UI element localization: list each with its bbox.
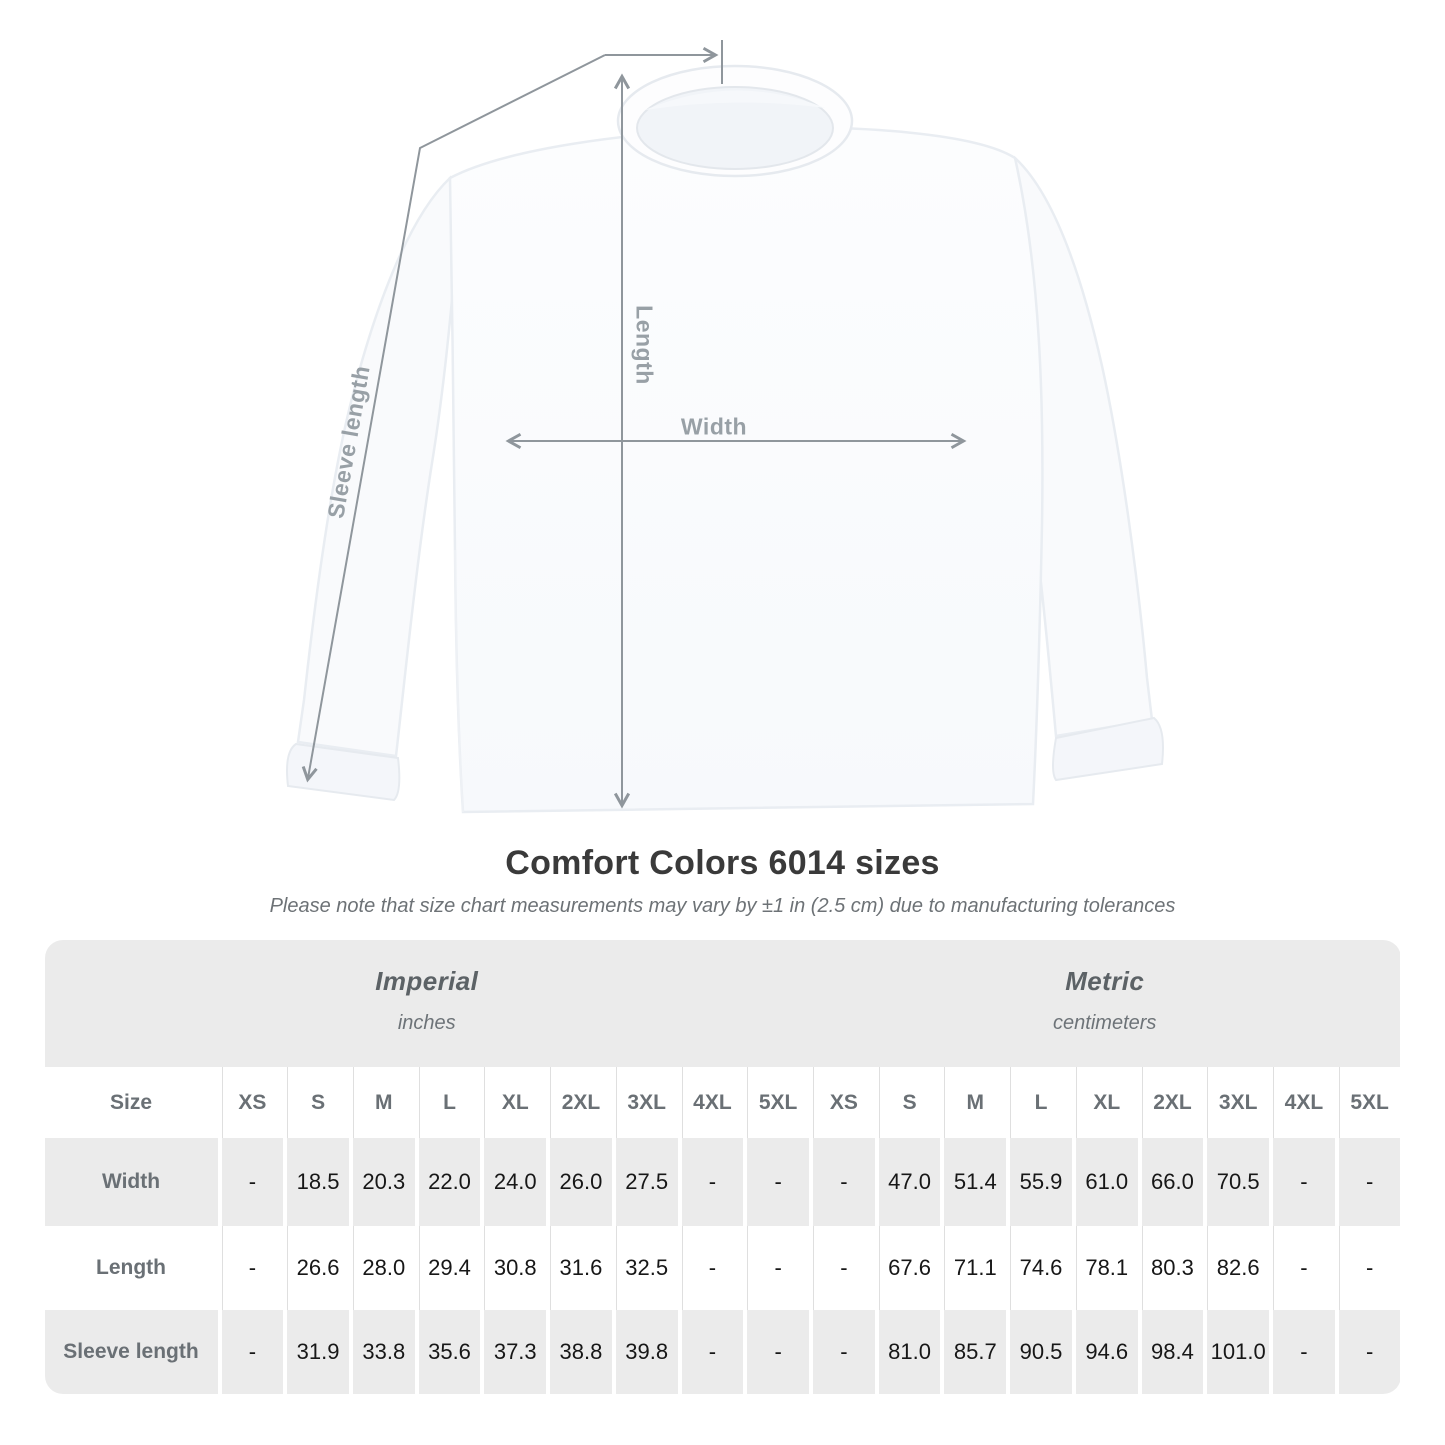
value-cell: 70.5 bbox=[1203, 1138, 1270, 1226]
value-cell: - bbox=[217, 1310, 284, 1394]
length-measure-label: Length bbox=[631, 305, 658, 385]
value-cell: - bbox=[217, 1138, 284, 1226]
value-cell: 26.0 bbox=[546, 1138, 612, 1226]
value-cell: - bbox=[677, 1226, 744, 1310]
value-cell: 38.8 bbox=[546, 1310, 612, 1394]
value-cell: 26.6 bbox=[283, 1226, 349, 1310]
size-col-header: S bbox=[283, 1067, 349, 1138]
value-cell: 90.5 bbox=[1006, 1310, 1072, 1394]
page-title: Comfort Colors 6014 sizes bbox=[505, 844, 940, 882]
imperial-label: Imperial bbox=[375, 966, 479, 996]
value-cell: 78.1 bbox=[1071, 1226, 1138, 1310]
value-cell: 85.7 bbox=[940, 1310, 1007, 1394]
value-cell: 35.6 bbox=[414, 1310, 481, 1394]
value-cell: 27.5 bbox=[611, 1138, 678, 1226]
size-col-header: 5XL bbox=[1334, 1067, 1401, 1138]
size-col-header: 4XL bbox=[1269, 1067, 1335, 1138]
value-cell: 33.8 bbox=[348, 1310, 415, 1394]
row-label-length: Length bbox=[44, 1226, 218, 1310]
value-cell: 39.8 bbox=[611, 1310, 678, 1394]
shirt-measurement-diagram: Sleeve length Length Width bbox=[0, 40, 1445, 838]
value-cell: - bbox=[1269, 1226, 1335, 1310]
page-subtitle: Please note that size chart measurements… bbox=[269, 895, 1176, 917]
value-cell: - bbox=[217, 1226, 284, 1310]
metric-group-header: Metric centimeters bbox=[808, 940, 1401, 1067]
size-col-header: 3XL bbox=[611, 1067, 678, 1138]
title-block: Comfort Colors 6014 sizes Please note th… bbox=[0, 844, 1445, 918]
value-cell: 47.0 bbox=[874, 1138, 941, 1226]
size-col-header: 2XL bbox=[546, 1067, 612, 1138]
value-cell: - bbox=[808, 1310, 875, 1394]
size-col-header: S bbox=[874, 1067, 941, 1138]
value-cell: 18.5 bbox=[283, 1138, 349, 1226]
value-cell: - bbox=[1269, 1310, 1335, 1394]
value-cell: 30.8 bbox=[480, 1226, 547, 1310]
size-col-header: XS bbox=[217, 1067, 284, 1138]
value-cell: 29.4 bbox=[414, 1226, 481, 1310]
size-chart-table: Imperial inches Metric centimeters Size … bbox=[44, 940, 1401, 1394]
value-cell: 31.9 bbox=[283, 1310, 349, 1394]
size-chart-container: Imperial inches Metric centimeters Size … bbox=[44, 940, 1401, 1394]
size-col-header: 5XL bbox=[743, 1067, 809, 1138]
row-label-sleeve-length: Sleeve length bbox=[44, 1310, 218, 1394]
value-cell: 67.6 bbox=[874, 1226, 941, 1310]
value-cell: 37.3 bbox=[480, 1310, 547, 1394]
value-cell: 66.0 bbox=[1137, 1138, 1204, 1226]
size-col-header: L bbox=[1006, 1067, 1072, 1138]
metric-unit: centimeters bbox=[1053, 1012, 1157, 1034]
value-cell: - bbox=[743, 1226, 809, 1310]
size-col-header: M bbox=[940, 1067, 1007, 1138]
value-cell: - bbox=[1334, 1310, 1401, 1394]
size-col-header: 3XL bbox=[1203, 1067, 1270, 1138]
size-col-header: 4XL bbox=[677, 1067, 744, 1138]
value-cell: - bbox=[743, 1310, 809, 1394]
value-cell: - bbox=[1269, 1138, 1335, 1226]
value-cell: 98.4 bbox=[1137, 1310, 1204, 1394]
value-cell: 101.0 bbox=[1203, 1310, 1270, 1394]
value-cell: 82.6 bbox=[1203, 1226, 1270, 1310]
row-label-width: Width bbox=[44, 1138, 218, 1226]
size-col-header: L bbox=[414, 1067, 481, 1138]
value-cell: - bbox=[808, 1226, 875, 1310]
size-col-header: XL bbox=[1071, 1067, 1138, 1138]
size-col-header: XS bbox=[808, 1067, 875, 1138]
measurement-lines bbox=[0, 40, 1445, 838]
imperial-unit: inches bbox=[397, 1012, 456, 1034]
value-cell: - bbox=[743, 1138, 809, 1226]
metric-label: Metric bbox=[1065, 966, 1145, 996]
value-cell: 51.4 bbox=[940, 1138, 1007, 1226]
value-cell: - bbox=[808, 1138, 875, 1226]
value-cell: 22.0 bbox=[414, 1138, 481, 1226]
size-col-header: XL bbox=[480, 1067, 547, 1138]
size-col-header: M bbox=[348, 1067, 415, 1138]
value-cell: 61.0 bbox=[1071, 1138, 1138, 1226]
value-cell: 71.1 bbox=[940, 1226, 1007, 1310]
value-cell: 31.6 bbox=[546, 1226, 612, 1310]
value-cell: 74.6 bbox=[1006, 1226, 1072, 1310]
value-cell: 94.6 bbox=[1071, 1310, 1138, 1394]
size-col-header: 2XL bbox=[1137, 1067, 1204, 1138]
value-cell: 32.5 bbox=[611, 1226, 678, 1310]
value-cell: 24.0 bbox=[480, 1138, 547, 1226]
value-cell: 20.3 bbox=[348, 1138, 415, 1226]
imperial-group-header: Imperial inches bbox=[44, 940, 809, 1067]
value-cell: - bbox=[677, 1310, 744, 1394]
width-measure-label: Width bbox=[680, 413, 748, 440]
value-cell: - bbox=[1334, 1226, 1401, 1310]
value-cell: 81.0 bbox=[874, 1310, 941, 1394]
value-cell: - bbox=[677, 1138, 744, 1226]
size-corner-header: Size bbox=[44, 1067, 218, 1138]
shirt-illustration bbox=[286, 64, 1164, 814]
value-cell: - bbox=[1334, 1138, 1401, 1226]
value-cell: 55.9 bbox=[1006, 1138, 1072, 1226]
value-cell: 28.0 bbox=[348, 1226, 415, 1310]
value-cell: 80.3 bbox=[1137, 1226, 1204, 1310]
